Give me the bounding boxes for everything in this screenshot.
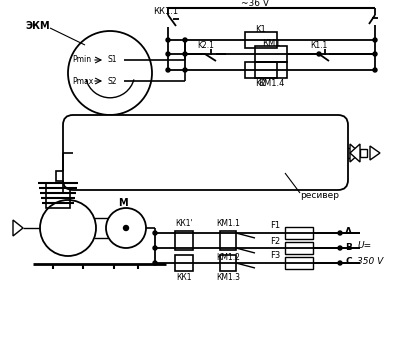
Bar bbox=[175, 255, 193, 271]
Bar bbox=[285, 257, 313, 269]
Circle shape bbox=[124, 226, 128, 230]
Circle shape bbox=[166, 52, 170, 56]
Circle shape bbox=[166, 38, 170, 42]
Circle shape bbox=[166, 68, 170, 72]
Text: КМ1: КМ1 bbox=[262, 39, 280, 47]
Circle shape bbox=[338, 231, 342, 235]
Text: КМ1.1: КМ1.1 bbox=[216, 219, 240, 228]
Circle shape bbox=[153, 261, 157, 265]
Bar bbox=[56, 171, 70, 181]
Bar bbox=[220, 231, 236, 250]
Bar bbox=[342, 148, 350, 158]
Text: КМ1.2: КМ1.2 bbox=[216, 253, 240, 262]
Circle shape bbox=[153, 246, 157, 250]
Text: КК1.1: КК1.1 bbox=[153, 7, 178, 16]
Text: КК1': КК1' bbox=[175, 219, 193, 228]
Text: F3: F3 bbox=[270, 252, 280, 261]
Circle shape bbox=[373, 68, 377, 72]
Circle shape bbox=[373, 52, 377, 56]
Polygon shape bbox=[350, 144, 360, 162]
Circle shape bbox=[338, 246, 342, 250]
Text: ЭКМ: ЭКМ bbox=[25, 21, 50, 31]
Text: Pmin: Pmin bbox=[72, 55, 91, 64]
Circle shape bbox=[183, 52, 187, 56]
Text: S1: S1 bbox=[107, 55, 117, 64]
Bar bbox=[255, 46, 287, 62]
Circle shape bbox=[317, 52, 321, 56]
Text: U=: U= bbox=[357, 240, 371, 250]
Circle shape bbox=[373, 38, 377, 42]
Text: К1.1: К1.1 bbox=[310, 40, 328, 49]
Polygon shape bbox=[350, 144, 360, 162]
Bar bbox=[360, 149, 367, 157]
Text: C: C bbox=[345, 258, 352, 267]
Text: K2: K2 bbox=[256, 79, 266, 87]
Polygon shape bbox=[13, 220, 23, 236]
FancyBboxPatch shape bbox=[63, 115, 348, 190]
Bar bbox=[175, 231, 193, 250]
Text: F2: F2 bbox=[270, 237, 280, 245]
Text: КК1: КК1 bbox=[176, 272, 192, 282]
Bar bbox=[255, 62, 287, 78]
Text: 350 V: 350 V bbox=[357, 256, 383, 266]
Bar bbox=[285, 242, 313, 254]
Text: КМ1.3: КМ1.3 bbox=[216, 272, 240, 282]
Circle shape bbox=[338, 261, 342, 265]
Text: КМ1.4: КМ1.4 bbox=[258, 79, 284, 87]
Text: M: M bbox=[118, 198, 128, 208]
Circle shape bbox=[183, 38, 187, 42]
Text: K2.1: K2.1 bbox=[198, 40, 214, 49]
Text: F1: F1 bbox=[270, 221, 280, 230]
Text: A: A bbox=[345, 228, 352, 237]
Text: ~36 V: ~36 V bbox=[241, 0, 269, 8]
Polygon shape bbox=[370, 146, 380, 160]
Text: B: B bbox=[345, 243, 352, 252]
Text: K1: K1 bbox=[256, 24, 266, 33]
Bar bbox=[245, 62, 277, 78]
Text: ресивер: ресивер bbox=[300, 190, 339, 199]
Text: Pmax: Pmax bbox=[72, 77, 93, 86]
Bar bbox=[285, 227, 313, 239]
Bar bbox=[220, 255, 236, 271]
Circle shape bbox=[183, 68, 187, 72]
Bar bbox=[46, 183, 70, 208]
Circle shape bbox=[153, 231, 157, 235]
Bar bbox=[245, 32, 277, 48]
Text: S2: S2 bbox=[107, 77, 117, 86]
